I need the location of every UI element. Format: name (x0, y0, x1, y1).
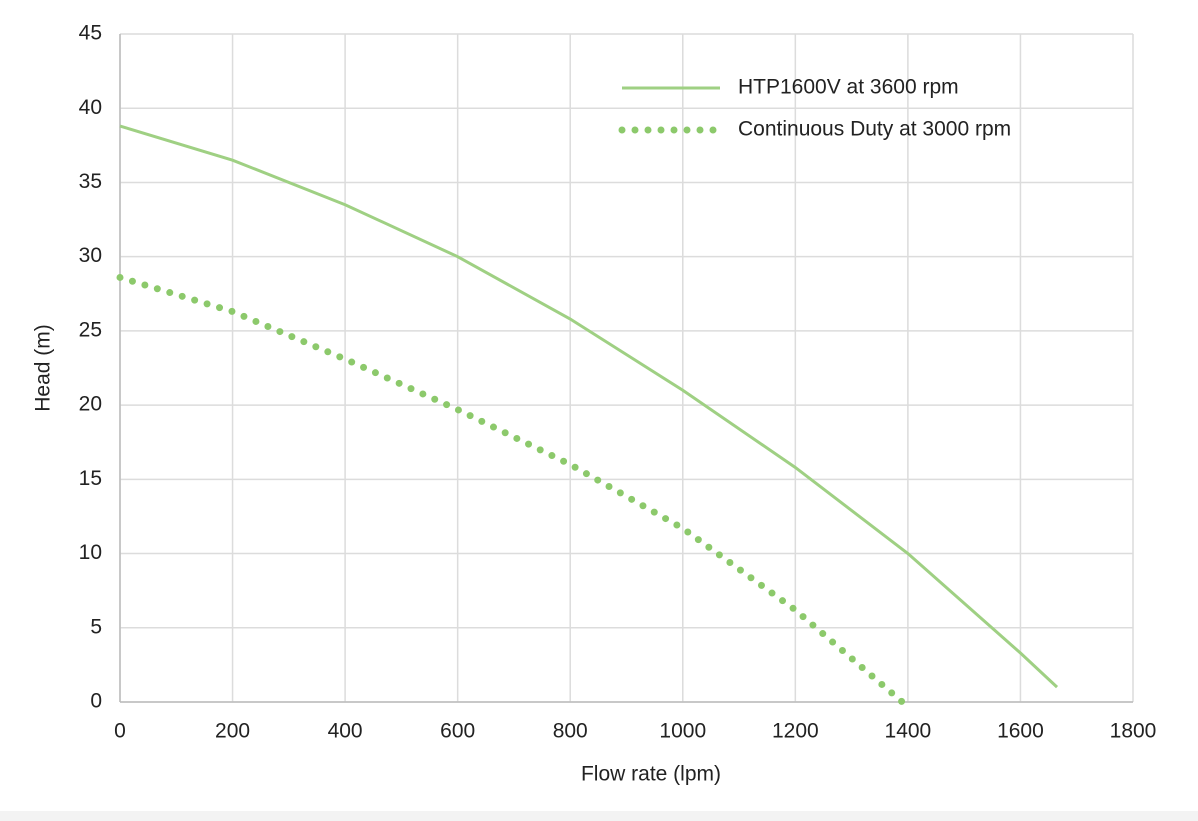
y-tick-label: 15 (79, 467, 102, 490)
y-tick-label: 45 (79, 22, 102, 45)
y-tick-label: 0 (90, 690, 102, 713)
y-tick-label: 30 (79, 244, 102, 267)
x-tick-label: 600 (440, 720, 475, 743)
x-tick-label: 200 (215, 720, 250, 743)
y-tick-label: 25 (79, 318, 102, 341)
x-tick-label: 800 (553, 720, 588, 743)
legend-label: HTP1600V at 3600 rpm (738, 76, 959, 99)
footer-strip (0, 811, 1198, 821)
y-tick-label: 35 (79, 170, 102, 193)
y-tick-label: 40 (79, 96, 102, 119)
series-line (116, 273, 906, 706)
x-tick-label: 0 (114, 720, 126, 743)
x-tick-label: 1600 (997, 720, 1044, 743)
y-axis-label: Head (m) (32, 324, 55, 412)
y-tick-label: 10 (79, 541, 102, 564)
x-tick-label: 1800 (1110, 720, 1157, 743)
y-tick-label: 20 (79, 393, 102, 416)
x-tick-label: 1000 (659, 720, 706, 743)
legend-label: Continuous Duty at 3000 rpm (738, 118, 1011, 141)
x-axis-label: Flow rate (lpm) (581, 763, 721, 786)
x-tick-label: 1400 (885, 720, 932, 743)
x-tick-label: 400 (328, 720, 363, 743)
y-tick-label: 5 (90, 615, 102, 638)
x-tick-label: 1200 (772, 720, 819, 743)
series-line (119, 124, 1059, 689)
